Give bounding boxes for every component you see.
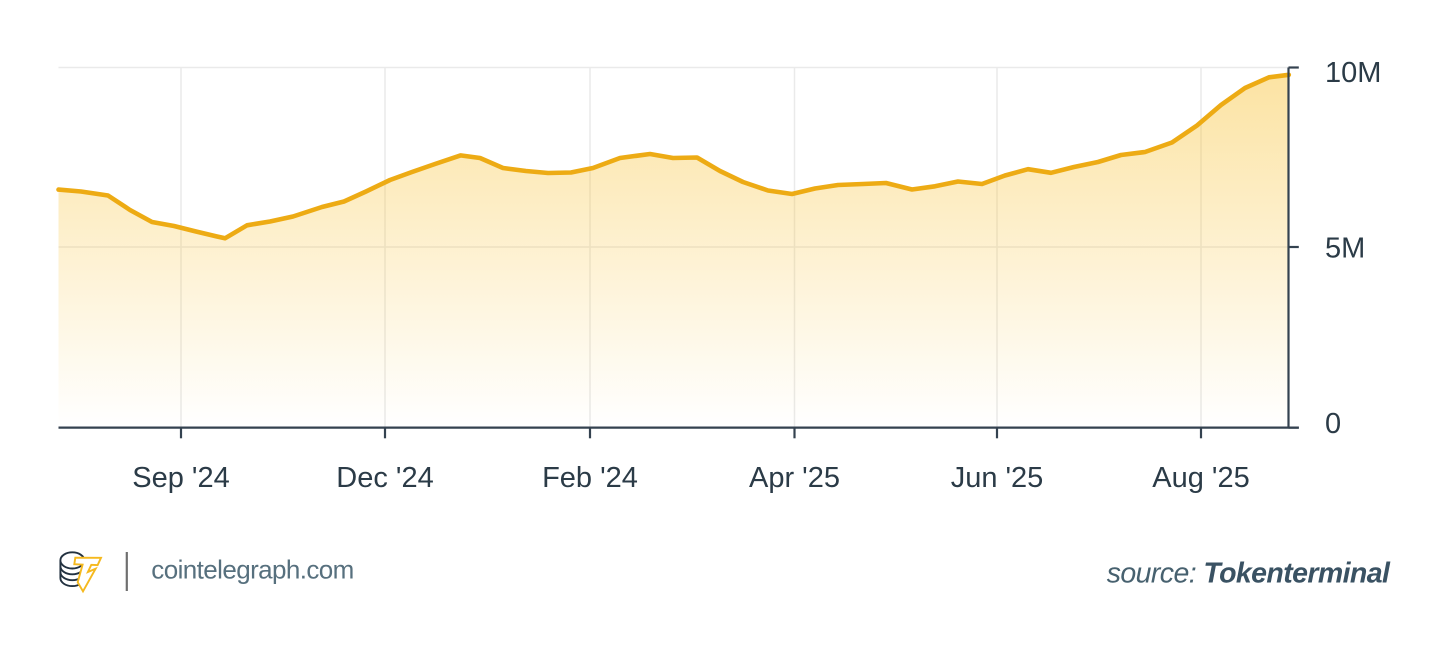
svg-text:Aug '25: Aug '25 xyxy=(1152,462,1249,494)
svg-text:Apr '25: Apr '25 xyxy=(749,462,840,494)
svg-text:Sep '24: Sep '24 xyxy=(132,462,229,494)
svg-text:Jun '25: Jun '25 xyxy=(951,462,1044,494)
svg-text:source: Tokenterminal: source: Tokenterminal xyxy=(1107,557,1391,589)
svg-text:Dec '24: Dec '24 xyxy=(336,462,433,494)
svg-text:0: 0 xyxy=(1325,408,1341,440)
svg-text:Feb '24: Feb '24 xyxy=(542,462,638,494)
svg-text:cointelegraph.com: cointelegraph.com xyxy=(151,555,353,585)
svg-text:10M: 10M xyxy=(1325,57,1381,89)
svg-text:5M: 5M xyxy=(1325,233,1365,265)
